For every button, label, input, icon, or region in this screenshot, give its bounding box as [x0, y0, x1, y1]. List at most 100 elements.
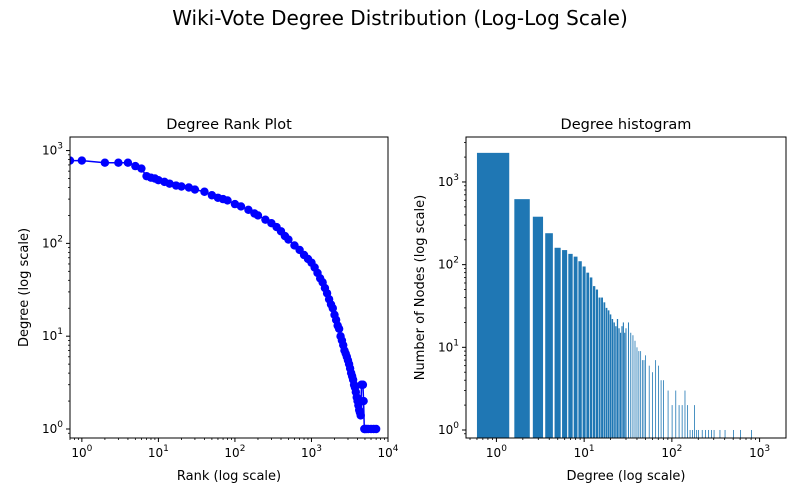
histogram-bar — [632, 335, 634, 438]
histogram-bar — [627, 322, 629, 438]
histogram-bar — [619, 332, 622, 438]
rank-point — [190, 185, 200, 194]
histogram-bar — [701, 429, 703, 438]
chart-title-2: Degree histogram — [561, 117, 692, 133]
histogram-bar — [589, 277, 593, 438]
histogram-bar — [586, 272, 590, 438]
rank-point — [334, 324, 344, 334]
plot-frame-1 — [69, 136, 389, 439]
histogram-bar — [658, 365, 659, 438]
histogram-bar — [667, 390, 669, 438]
histogram-bar — [640, 351, 642, 438]
histogram-bar — [630, 332, 632, 438]
histogram-bar — [698, 429, 699, 438]
histogram-bar — [601, 297, 603, 438]
histogram-bar — [578, 261, 582, 438]
histogram-bar — [595, 289, 599, 438]
plot-frame-2 — [465, 136, 787, 439]
figure-title: Wiki-Vote Degree Distribution (Log-Log S… — [172, 6, 628, 30]
histogram-bar — [696, 429, 698, 438]
rank-point — [356, 411, 365, 420]
histogram-bar — [678, 405, 680, 438]
histogram-bar — [622, 322, 624, 438]
x-tick-label: 104 — [377, 444, 398, 460]
histogram-bar — [624, 332, 626, 438]
rank-point — [371, 424, 381, 434]
histogram-bar — [636, 347, 638, 438]
histogram-bar — [609, 314, 612, 438]
histogram-bar — [733, 429, 734, 438]
histogram-bar — [652, 372, 653, 438]
x-tick-label: 102 — [224, 444, 245, 460]
histogram-bar — [645, 355, 646, 438]
histogram-bar — [687, 405, 689, 438]
y-tick-label: 103 — [42, 142, 63, 158]
histogram-bar — [641, 360, 643, 438]
histogram-bar — [689, 429, 691, 438]
y-tick-label: 101 — [438, 338, 459, 354]
x-tick-label: 102 — [661, 444, 682, 460]
degree-histogram: Degree histogram Degree (log scale) Number… — [413, 117, 787, 484]
x-tick-label: 103 — [749, 444, 770, 460]
rank-point — [165, 179, 174, 188]
histogram-bar — [603, 302, 606, 438]
histogram-bar — [618, 328, 620, 438]
y-tick-label: 101 — [42, 327, 63, 343]
rank-point — [123, 158, 133, 167]
histogram-bar — [532, 216, 544, 438]
histogram-bar — [681, 405, 683, 438]
x-tick-label: 103 — [301, 444, 322, 460]
histogram-bar — [611, 319, 614, 438]
rank-point — [100, 158, 110, 167]
histogram-bar — [719, 429, 721, 438]
y-tick-label: 103 — [438, 173, 459, 189]
y-tick-label: 100 — [42, 420, 63, 436]
histogram-bar — [598, 297, 601, 438]
rank-point — [328, 304, 337, 313]
rank-point — [358, 380, 368, 389]
histogram-bar — [691, 429, 693, 438]
chart-title-1: Degree Rank Plot — [166, 117, 292, 133]
histogram-bar — [573, 256, 578, 438]
histogram-bar — [582, 266, 586, 438]
histogram-bar — [607, 310, 610, 438]
histogram-bar — [605, 307, 608, 438]
histogram-bar — [648, 365, 650, 438]
histogram-bar — [740, 429, 741, 438]
histogram-bar — [613, 322, 615, 438]
histogram-bar — [476, 152, 510, 438]
histogram-bar — [514, 199, 530, 438]
x-tick-label: 100 — [71, 444, 92, 460]
rank-point — [253, 211, 263, 220]
rank-point — [244, 205, 253, 215]
rank-point — [359, 396, 368, 406]
x-axis-label-1: Rank (log scale) — [177, 469, 281, 484]
x-tick-label: 101 — [148, 444, 169, 460]
histogram-bar — [638, 351, 640, 438]
histogram-bar — [705, 429, 706, 438]
rank-point — [70, 156, 75, 165]
histogram-bar — [545, 233, 553, 438]
y-axis-label-2: Number of Nodes (log scale) — [413, 195, 428, 380]
histogram-bar — [684, 390, 686, 438]
histogram-bar — [655, 360, 657, 438]
rank-point — [236, 202, 246, 211]
y-tick-label: 102 — [438, 256, 459, 272]
rank-point — [223, 196, 232, 205]
x-tick-label: 101 — [574, 444, 595, 460]
histogram-bar — [724, 429, 726, 438]
histogram-bar — [643, 360, 645, 438]
histogram-bar — [562, 250, 568, 438]
y-tick-label: 102 — [42, 234, 63, 250]
histogram-bar — [615, 326, 617, 438]
rank-point — [77, 156, 87, 165]
rank-point — [284, 235, 293, 244]
histogram-bars — [476, 152, 752, 438]
x-tick-label: 100 — [486, 444, 507, 460]
rank-point — [114, 158, 123, 167]
rank-point — [261, 215, 270, 224]
histogram-bar — [675, 390, 677, 438]
histogram-bar — [616, 319, 619, 438]
histogram-bar — [663, 380, 664, 438]
histogram-bar — [694, 405, 695, 438]
